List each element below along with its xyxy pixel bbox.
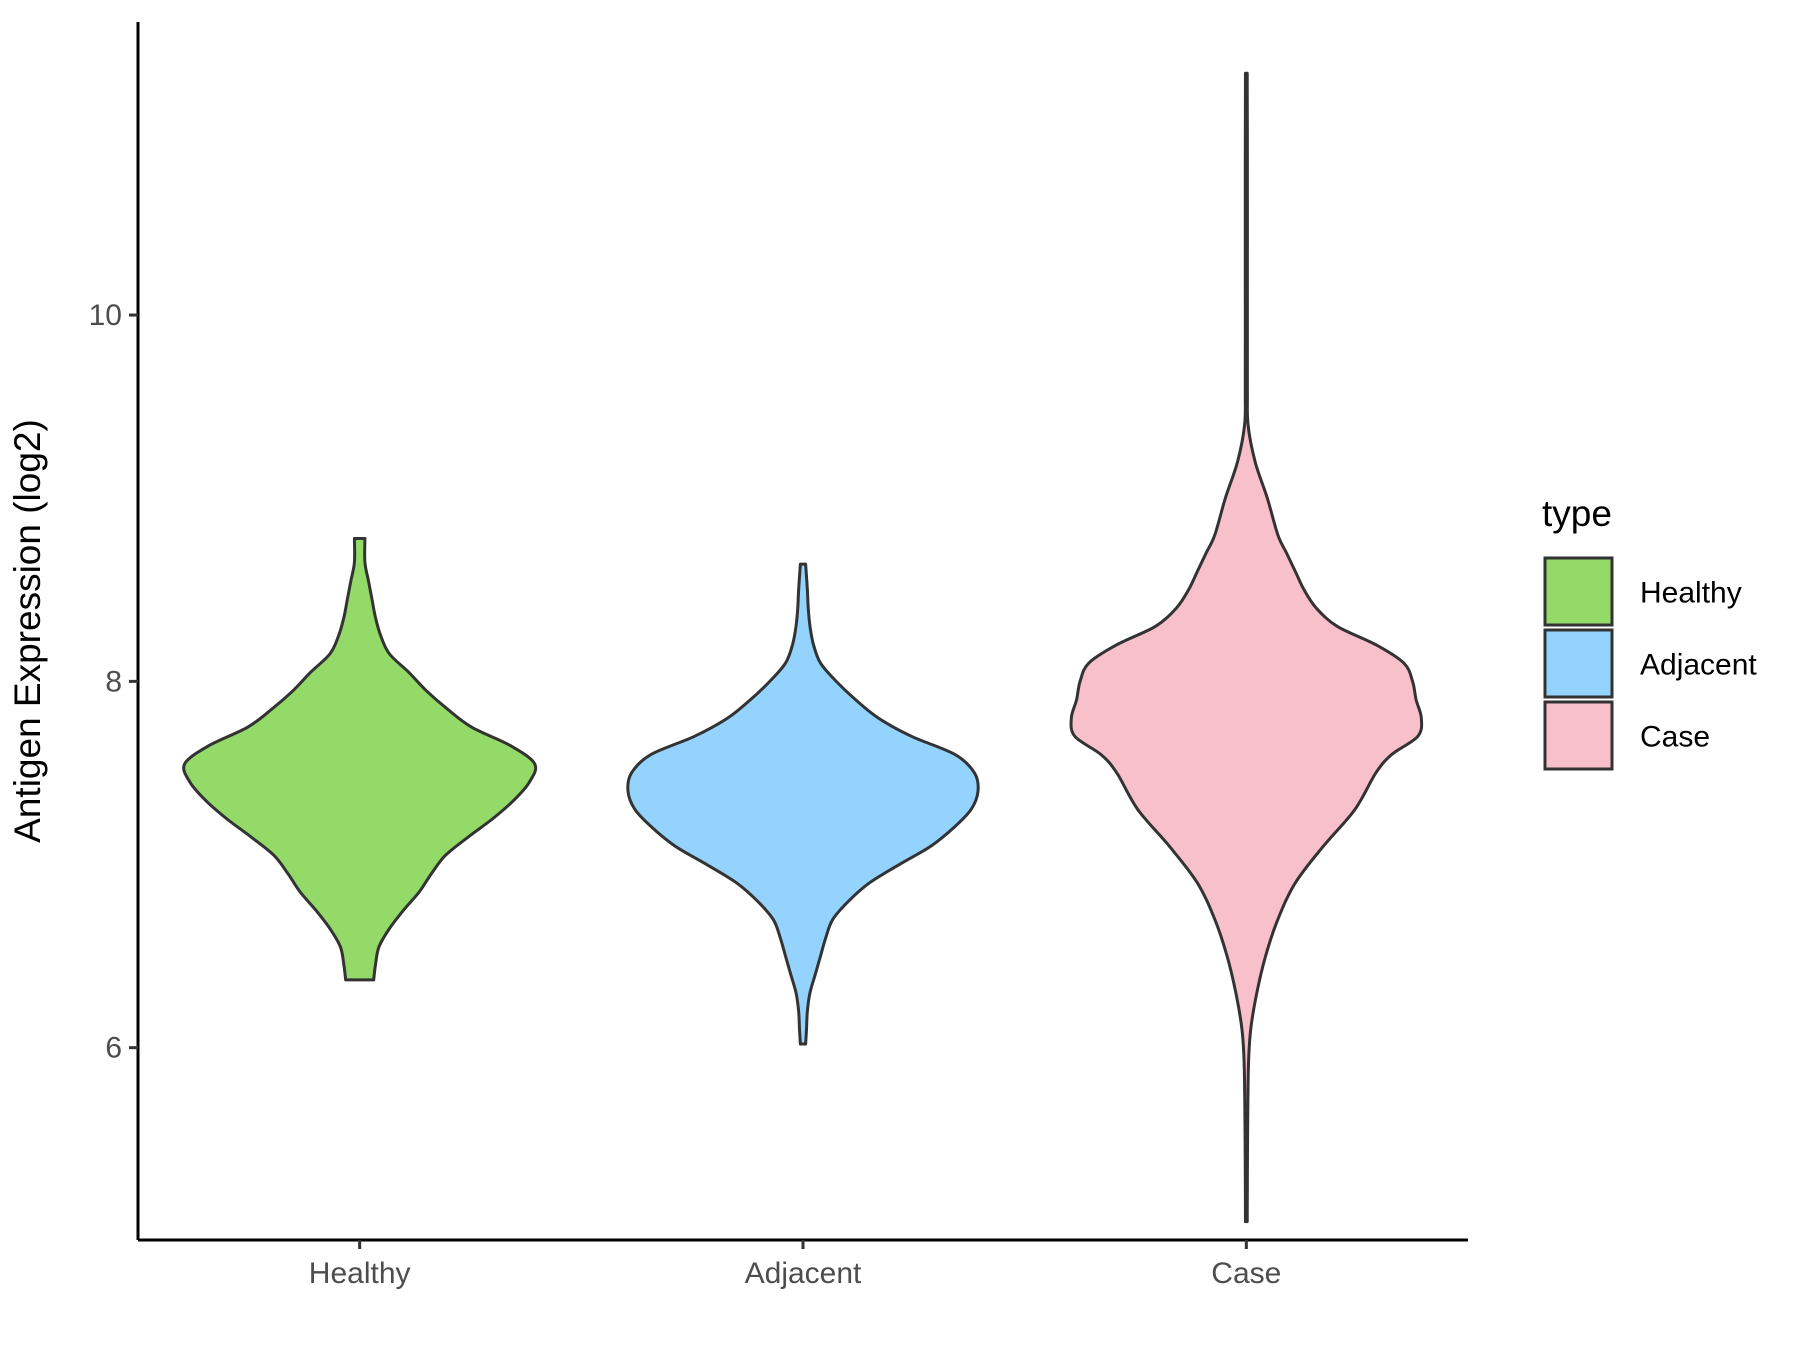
axes: 6 8 10 Healthy Adjacent Case [89, 22, 1468, 1290]
legend-title: type [1542, 493, 1612, 534]
x-tick-label: Healthy [309, 1257, 411, 1290]
legend-key-healthy [1543, 556, 1614, 627]
violin-case [1069, 71, 1424, 1224]
legend-label-adjacent: Adjacent [1640, 649, 1757, 682]
violin-healthy [182, 537, 538, 982]
y-axis-title: Antigen Expression (log2) [7, 419, 48, 843]
y-tick-label: 10 [89, 299, 122, 332]
x-tick-label: Case [1211, 1257, 1281, 1290]
violin-layer [182, 71, 1424, 1224]
legend-key-case [1543, 700, 1614, 771]
y-tick-label: 8 [105, 665, 122, 698]
legend-key-adjacent [1543, 628, 1614, 699]
violin-adjacent [626, 562, 980, 1046]
y-tick-label: 6 [105, 1032, 122, 1065]
x-tick-label: Adjacent [745, 1257, 862, 1290]
legend-label-healthy: Healthy [1640, 577, 1742, 610]
legend-label-case: Case [1640, 721, 1710, 754]
legend: type Healthy Adjacent Case [1542, 493, 1757, 771]
